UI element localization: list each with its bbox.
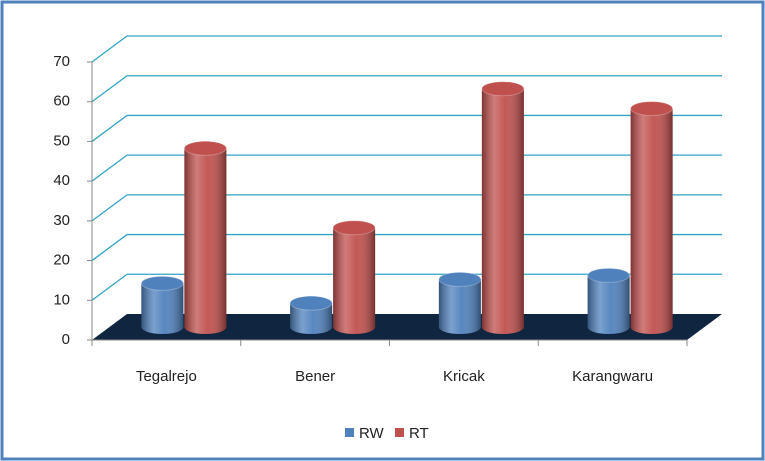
legend-swatch xyxy=(345,428,354,437)
bar-top xyxy=(332,220,376,236)
cylinder xyxy=(587,267,631,334)
bar-top xyxy=(481,81,525,97)
legend-label: RW xyxy=(359,425,385,442)
cylinder xyxy=(183,140,227,334)
y-tick-label: 30 xyxy=(53,212,70,229)
bar-shade xyxy=(333,227,376,334)
y-tick-label: 40 xyxy=(53,172,70,189)
legend-swatch xyxy=(395,428,404,437)
bar-top xyxy=(289,295,333,311)
cylinder xyxy=(140,275,184,334)
y-tick-label: 20 xyxy=(53,252,70,269)
y-tick-label: 60 xyxy=(53,93,70,110)
bar-shade xyxy=(141,283,184,334)
bar-shade xyxy=(184,148,227,334)
bar-top xyxy=(183,140,227,156)
bar-shade xyxy=(290,303,333,334)
bar-top xyxy=(587,267,631,283)
cylinder xyxy=(289,295,333,334)
x-tick-label: Karangwaru xyxy=(572,368,653,385)
grid-line xyxy=(91,35,722,63)
x-tick-label: Bener xyxy=(295,368,335,385)
bar-shade xyxy=(587,275,630,334)
y-tick-label: 70 xyxy=(53,53,70,70)
y-tick-label: 50 xyxy=(53,132,70,149)
cylinder xyxy=(481,81,525,334)
cylinder xyxy=(332,220,376,334)
legend-label: RT xyxy=(409,425,429,442)
bar-shade xyxy=(438,279,481,334)
bar-shade xyxy=(630,108,673,334)
y-tick-label: 0 xyxy=(62,331,70,348)
cylinder xyxy=(630,101,674,334)
y-tick-label: 10 xyxy=(53,291,70,308)
x-tick-label: Tegalrejo xyxy=(136,368,197,385)
cylinder xyxy=(438,271,482,334)
bar-shade xyxy=(481,88,524,334)
grid-line xyxy=(91,75,722,103)
floor xyxy=(92,314,722,340)
bar-top xyxy=(438,271,482,287)
bar-top xyxy=(140,275,184,291)
x-tick-label: Kricak xyxy=(443,368,485,385)
bar-top xyxy=(630,101,674,117)
